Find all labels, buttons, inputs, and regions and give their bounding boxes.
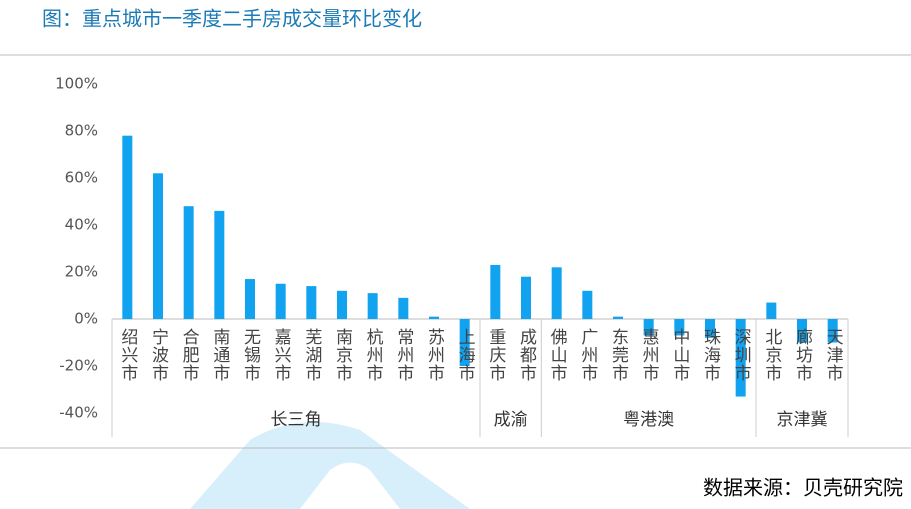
bar (459, 319, 470, 366)
bar (797, 319, 807, 343)
group-label: 成渝 (494, 410, 528, 430)
group-label: 长三角 (271, 410, 322, 430)
bar (766, 302, 777, 319)
x-tick-label: 芜湖市 (301, 328, 322, 382)
y-tick-label: 80% (65, 122, 98, 140)
x-tick-label: 绍兴市 (117, 328, 138, 382)
x-tick-label: 杭州市 (363, 328, 384, 382)
x-tick-label: 北京市 (761, 328, 782, 382)
x-tick-label: 广州市 (577, 328, 598, 382)
x-tick-label: 宁波市 (148, 328, 169, 382)
x-tick-label: 佛山市 (547, 328, 568, 382)
bar (367, 293, 378, 319)
bar (490, 264, 501, 319)
y-tick-label: 100% (55, 75, 98, 93)
y-tick-label: -40% (59, 404, 98, 422)
y-tick-label: 20% (65, 263, 98, 281)
chart-title: 图：重点城市一季度二手房成交量环比变化 (42, 7, 422, 31)
x-tick-label: 深圳市 (731, 328, 752, 382)
bar (521, 276, 531, 319)
x-tick-label: 廊坊市 (792, 328, 813, 382)
bar (705, 319, 715, 338)
bar (245, 279, 255, 319)
x-tick-label: 无锡市 (240, 328, 261, 382)
x-tick-label: 中山市 (669, 328, 690, 382)
bar (429, 316, 439, 319)
x-tick-label: 常州市 (393, 328, 414, 382)
bar (613, 316, 623, 319)
bar (306, 286, 317, 319)
bar (643, 319, 654, 336)
bar (214, 210, 225, 319)
x-tick-label: 嘉兴市 (271, 328, 292, 382)
x-tick-label: 苏州市 (424, 328, 445, 382)
bar (827, 319, 838, 343)
bar (398, 297, 409, 319)
y-tick-label: -20% (59, 357, 98, 375)
bar (735, 319, 746, 397)
y-tick-label: 0% (74, 310, 98, 328)
x-tick-label: 南京市 (332, 328, 353, 382)
x-tick-label: 惠州市 (639, 328, 660, 382)
x-tick-label: 天津市 (823, 328, 844, 382)
bar (582, 290, 593, 319)
watermark (190, 422, 470, 509)
bar (153, 173, 163, 319)
bar (275, 283, 286, 319)
group-label: 粤港澳 (623, 410, 674, 430)
x-tick-label: 东莞市 (608, 328, 629, 382)
y-tick-label: 40% (65, 216, 98, 234)
bar (183, 206, 194, 319)
x-tick-label: 南通市 (209, 328, 230, 382)
source: 数据来源：贝壳研究院 (703, 476, 903, 500)
bar (337, 290, 347, 319)
x-tick-label: 合肥市 (179, 328, 200, 382)
x-tick-label: 成都市 (516, 328, 537, 382)
group-label: 京津冀 (777, 410, 828, 430)
bar (551, 267, 562, 319)
x-tick-label: 珠海市 (700, 328, 721, 382)
bar (674, 319, 685, 336)
x-tick-label: 重庆市 (485, 328, 506, 382)
x-tick-label: 上海市 (455, 328, 476, 382)
y-tick-label: 60% (65, 169, 98, 187)
bar (122, 135, 133, 319)
